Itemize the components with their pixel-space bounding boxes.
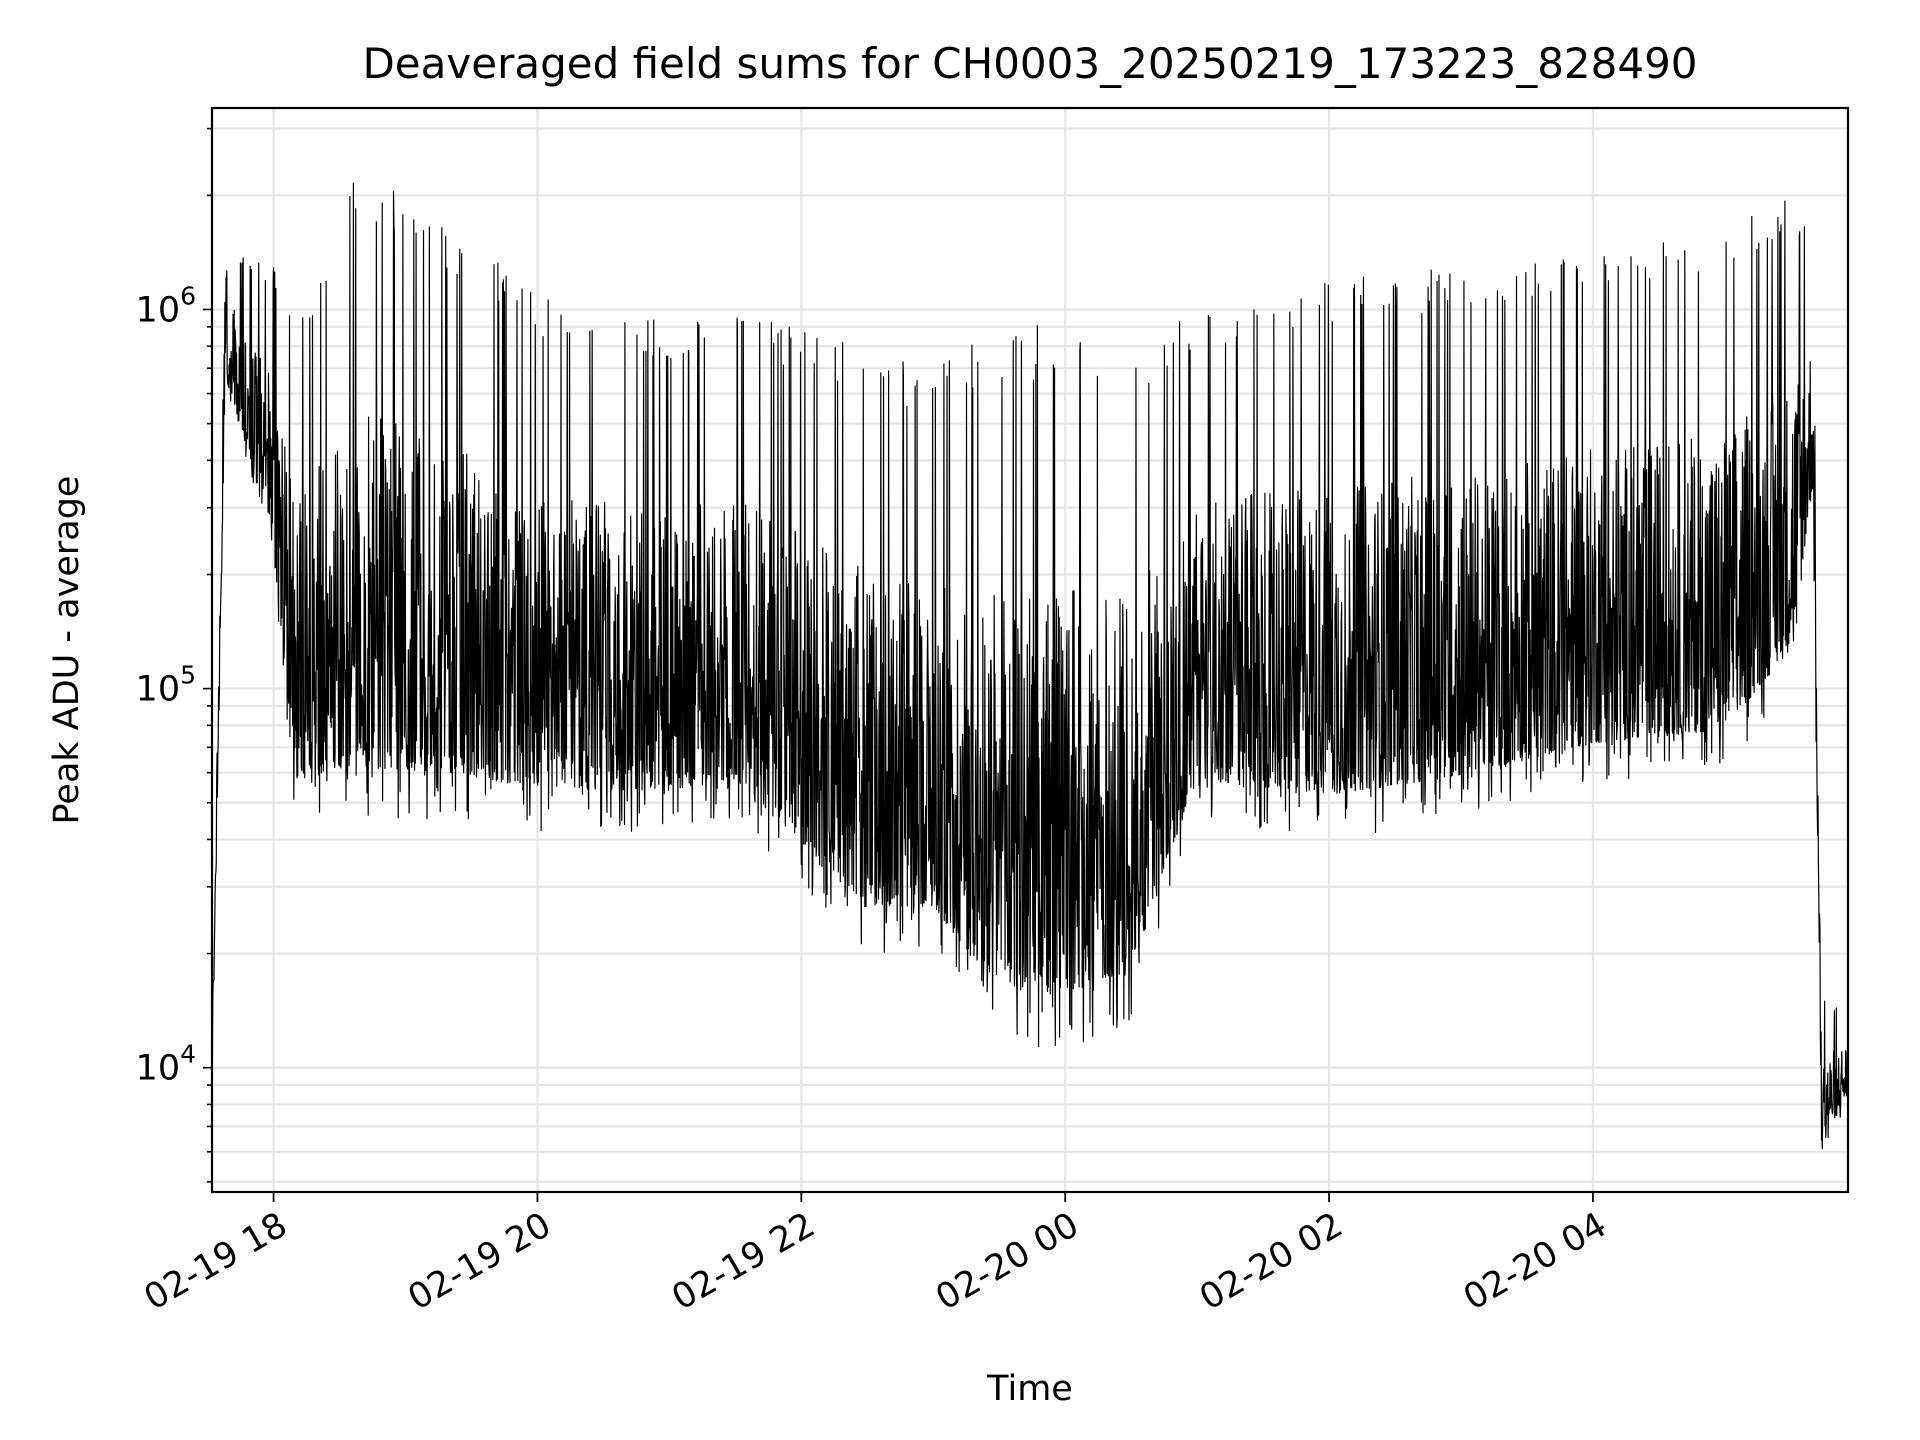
y-tick-label: 105 [136, 661, 196, 710]
plot-frame [210, 106, 1850, 1194]
series-line [211, 182, 1849, 1150]
x-axis-label: Time [986, 1369, 1073, 1409]
y-tick-label: 104 [136, 1040, 196, 1089]
y-axis-label: Peak ADU - average [47, 476, 87, 825]
series-path [211, 182, 1849, 1150]
chart-title: Deaveraged field sums for CH0003_2025021… [362, 39, 1697, 88]
y-tick-label: 106 [136, 281, 196, 330]
y-axis: 104 105 106 [136, 127, 212, 1183]
